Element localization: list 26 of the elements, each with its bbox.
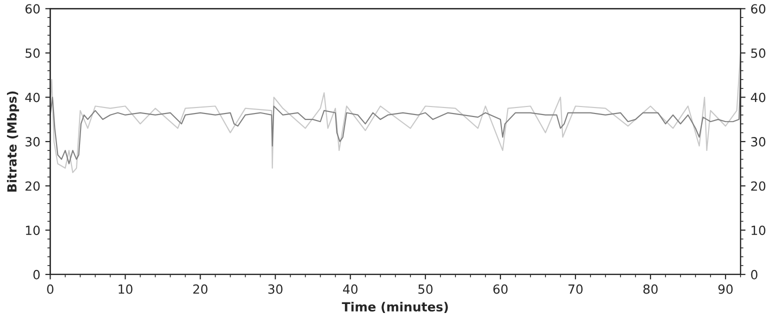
x-tick-label: 30: [268, 284, 282, 294]
y-tick-label: 10: [26, 226, 40, 236]
y-tick-label: 60: [25, 4, 40, 14]
x-axis-title: Time (minutes): [342, 302, 448, 313]
y-tick-label: 30: [26, 137, 40, 146]
y2-tick-label: 0: [751, 270, 758, 280]
x-tick-label: 60: [493, 284, 508, 294]
x-tick-label: 80: [643, 284, 658, 294]
x-tick-label: 10: [118, 284, 132, 294]
y2-tick-label: 30: [751, 137, 766, 146]
y-tick-label: 20: [26, 181, 40, 191]
x-tick-label: 70: [568, 284, 583, 294]
y-axis-title: Bitrate (Mbps): [6, 91, 20, 192]
y-tick-label: 50: [26, 48, 40, 58]
x-tick-label: 20: [193, 284, 208, 294]
x-tick-label: 50: [418, 284, 433, 294]
x-tick-label: 90: [718, 284, 733, 294]
y2-tick-label: 60: [751, 4, 766, 14]
y2-tick-label: 50: [751, 48, 766, 58]
y2-tick-label: 40: [750, 92, 766, 102]
y2-tick-label: 20: [751, 181, 766, 191]
y-tick-label: 40: [25, 92, 40, 102]
x-tick-label: 40: [343, 284, 358, 294]
y-tick-label: 0: [33, 270, 40, 280]
x-tick-label: 0: [47, 284, 54, 294]
y2-tick-label: 10: [752, 226, 766, 236]
